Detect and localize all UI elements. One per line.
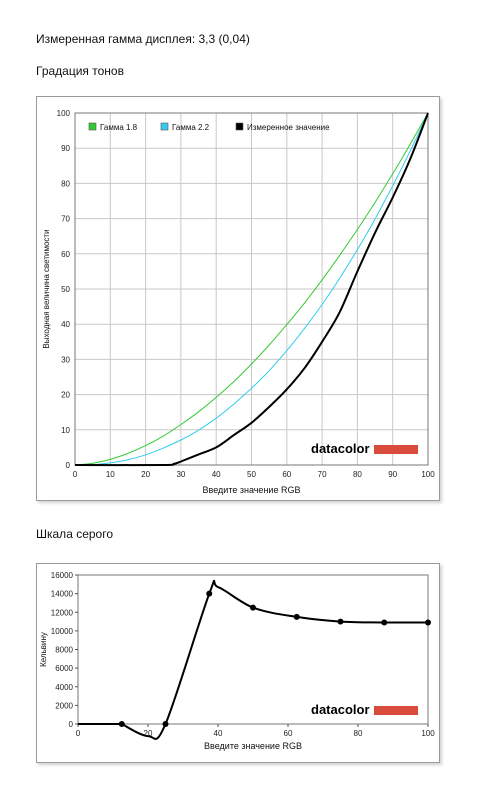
legend-item-3: Измеренное значение bbox=[235, 122, 330, 132]
series-line-1 bbox=[74, 112, 429, 466]
data-point bbox=[293, 613, 300, 620]
datacolor-logo-text: datacolor bbox=[311, 702, 370, 717]
y-axis-label: Кельвину bbox=[39, 632, 48, 667]
tone-gradation-title: Градация тонов bbox=[36, 64, 124, 78]
y-tick-label: 8000 bbox=[55, 646, 73, 655]
data-point bbox=[337, 618, 344, 625]
legend-label: Гамма 2.2 bbox=[172, 123, 210, 132]
y-tick-label: 10 bbox=[61, 426, 70, 435]
tone-gradation-chart-panel: 0 10 20 30 40 50 60 70 80 90 100 0 10 20 30 40 50 60 70 80 9… bbox=[36, 96, 440, 501]
legend-swatch bbox=[88, 122, 97, 131]
y-tick-label: 2000 bbox=[55, 701, 73, 710]
y-tick-label: 50 bbox=[61, 285, 70, 294]
y-tick-label: 20 bbox=[61, 391, 70, 400]
legend-item-2: Гамма 2.2 bbox=[160, 122, 210, 132]
y-tick-label: 0 bbox=[69, 720, 74, 729]
x-tick-label: 0 bbox=[73, 470, 78, 479]
data-point bbox=[250, 604, 256, 611]
series-line-3 bbox=[74, 112, 429, 467]
y-tick-label: 90 bbox=[61, 144, 70, 153]
x-tick-label: 50 bbox=[247, 470, 256, 479]
y-tick-label: 10000 bbox=[51, 627, 74, 636]
y-tick-label: 14000 bbox=[51, 590, 74, 599]
data-point bbox=[425, 619, 431, 626]
data-point bbox=[206, 590, 213, 597]
x-tick-label: 40 bbox=[214, 729, 223, 738]
y-tick-label: 0 bbox=[66, 461, 71, 470]
grayscale-chart-panel: 0 20 40 60 80 100 0 2000 4000 6000 8000 10000 12000 1… bbox=[36, 563, 440, 763]
y-tick-label: 80 bbox=[61, 179, 70, 188]
x-tick-label: 60 bbox=[282, 470, 291, 479]
x-tick-label: 80 bbox=[354, 729, 363, 738]
x-tick-label: 80 bbox=[353, 470, 362, 479]
datacolor-logo-text: datacolor bbox=[311, 441, 370, 456]
grayscale-title: Шкала серого bbox=[36, 527, 114, 541]
datacolor-logo-bar bbox=[374, 706, 418, 715]
x-tick-label: 30 bbox=[176, 470, 185, 479]
y-axis-label: Выходная величина светимости bbox=[42, 229, 51, 348]
x-tick-label: 60 bbox=[284, 729, 293, 738]
x-axis-label: Введите значение RGB bbox=[204, 741, 302, 751]
legend-label: Гамма 1.8 bbox=[100, 123, 138, 132]
legend-label: Измеренное значение bbox=[247, 123, 330, 132]
plot-frame bbox=[77, 574, 429, 725]
x-tick-label: 40 bbox=[212, 470, 221, 479]
datacolor-logo: datacolor bbox=[311, 702, 418, 717]
datacolor-logo-bar bbox=[374, 445, 418, 454]
y-tick-label: 16000 bbox=[51, 571, 74, 580]
legend-item-1: Гамма 1.8 bbox=[88, 122, 138, 132]
x-tick-label: 70 bbox=[318, 470, 327, 479]
y-tick-label: 100 bbox=[57, 109, 71, 118]
y-tick-label: 12000 bbox=[51, 608, 74, 617]
x-tick-label: 20 bbox=[141, 470, 150, 479]
x-tick-label: 90 bbox=[388, 470, 397, 479]
datacolor-logo: datacolor bbox=[311, 441, 418, 456]
x-tick-label: 100 bbox=[421, 470, 435, 479]
data-point bbox=[118, 721, 125, 727]
measured-gamma-text: Измеренная гамма дисплея: 3,3 (0,04) bbox=[36, 32, 250, 46]
y-tick-label: 70 bbox=[61, 215, 70, 224]
data-point bbox=[381, 619, 388, 626]
grayscale-chart: 0 20 40 60 80 100 0 2000 4000 6000 8000 10000 12000 1… bbox=[39, 571, 435, 751]
series-line-2 bbox=[74, 112, 429, 466]
data-point bbox=[162, 721, 169, 727]
y-tick-label: 60 bbox=[61, 250, 70, 259]
x-axis-label: Введите значение RGB bbox=[203, 485, 301, 495]
tone-gradation-chart: 0 10 20 30 40 50 60 70 80 90 100 0 10 20 30 40 50 60 70 80 9… bbox=[42, 109, 435, 495]
y-tick-label: 30 bbox=[61, 355, 70, 364]
y-tick-label: 6000 bbox=[55, 664, 73, 673]
legend-swatch bbox=[235, 122, 244, 131]
x-tick-label: 100 bbox=[421, 729, 435, 738]
legend-swatch bbox=[160, 122, 169, 131]
plot-frame bbox=[74, 112, 429, 466]
y-tick-label: 4000 bbox=[55, 683, 73, 692]
y-tick-label: 40 bbox=[61, 320, 70, 329]
series-line-1 bbox=[121, 579, 429, 740]
x-tick-label: 0 bbox=[76, 729, 81, 738]
x-tick-label: 10 bbox=[106, 470, 115, 479]
x-tick-label: 20 bbox=[144, 729, 153, 738]
